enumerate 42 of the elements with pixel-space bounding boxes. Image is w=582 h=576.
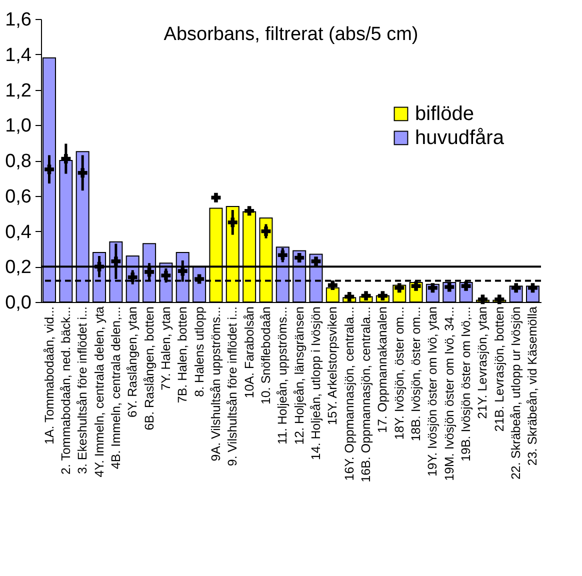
- x-tick-label: 19B. Ivösjön öster om Ivö,...: [459, 306, 474, 462]
- y-tick-label: 0,8: [5, 151, 32, 172]
- x-tick-label: 7B. Halen, botten: [176, 306, 190, 404]
- x-tick-label: 9. Vilshultsån före inflödet i...: [226, 306, 240, 466]
- x-tick-label: 3. Ekeshultsån före inflödet i...: [76, 306, 90, 474]
- x-tick-label: 19M. Ivösjön öster om Ivö, 34...: [442, 306, 456, 481]
- y-tick-label: 1,0: [5, 116, 32, 137]
- legend-label: huvudfåra: [415, 126, 505, 149]
- x-tick-label: 18B. Ivösjön, öster om...: [409, 306, 424, 442]
- x-tick-label: 4Y. Immeln, centrala delen, yta: [92, 306, 106, 478]
- x-tick-label: 19Y. Ivösjön öster om Ivö, ytan: [426, 306, 440, 477]
- x-tick-label: 16Y. Oppmannasjön, centrala...: [342, 306, 356, 481]
- x-tick-label: 21Y. Levrasjön, ytan: [476, 306, 490, 419]
- legend-label: biflöde: [415, 102, 474, 125]
- x-tick-label: 22. Skräbeån, utlopp ur Ivösjön: [509, 306, 524, 480]
- y-tick-label: 1,4: [5, 44, 32, 66]
- y-tick-label: 0,6: [5, 186, 32, 208]
- x-tick-label: 14. Holjeån, utlopp i Ivösjön: [309, 306, 324, 460]
- x-tick-label: 10A. Farabolsån: [242, 306, 256, 398]
- x-tick-label: 18Y. Ivösjön, öster om...: [392, 306, 406, 440]
- x-tick-label: 6Y. Raslången, ytan: [126, 306, 140, 418]
- x-tick-label: 17. Oppmannakanalen: [376, 306, 390, 433]
- chart-title: Absorbans, filtrerat (abs/5 cm): [164, 24, 418, 45]
- x-tick-label: 16B. Oppmannasjön, centrala...: [359, 306, 374, 482]
- x-tick-label: 10. Snöflebodaån: [258, 306, 273, 405]
- x-tick-label: 4B. Immeln, centrala delen,...: [108, 306, 123, 470]
- x-tick-label: 11. Holjeån, uppströms...: [276, 306, 290, 445]
- y-tick-label: 0,4: [5, 222, 32, 243]
- y-tick-label: 0,0: [5, 292, 32, 314]
- x-tick-label: 15Y. Arkelstorpsviken: [326, 306, 340, 426]
- x-tick-label: 12. Holjeån, länsgränsen: [292, 306, 306, 445]
- x-tick-label: 8. Halens utlopp: [192, 306, 206, 397]
- y-tick-label: 1,2: [5, 80, 32, 102]
- y-tick-label: 1,6: [5, 10, 32, 30]
- x-tick-label: 9A. Vilshultsån uppströms...: [208, 306, 223, 462]
- x-tick-label: 2. Tommabodaån, ned. bäck...: [58, 306, 73, 474]
- x-tick-label: 7Y. Halen, ytan: [158, 306, 173, 390]
- x-tick-label: 21B. Levrasjön, botten: [492, 306, 506, 432]
- x-tick-label: 23. Skräbeån, vid Käsemölla: [526, 306, 540, 466]
- x-tick-label: 1A. Tommabodaån, vid...: [42, 306, 56, 445]
- x-tick-label: 6B. Raslången, botten: [142, 306, 156, 430]
- y-tick-label: 0,2: [5, 257, 32, 278]
